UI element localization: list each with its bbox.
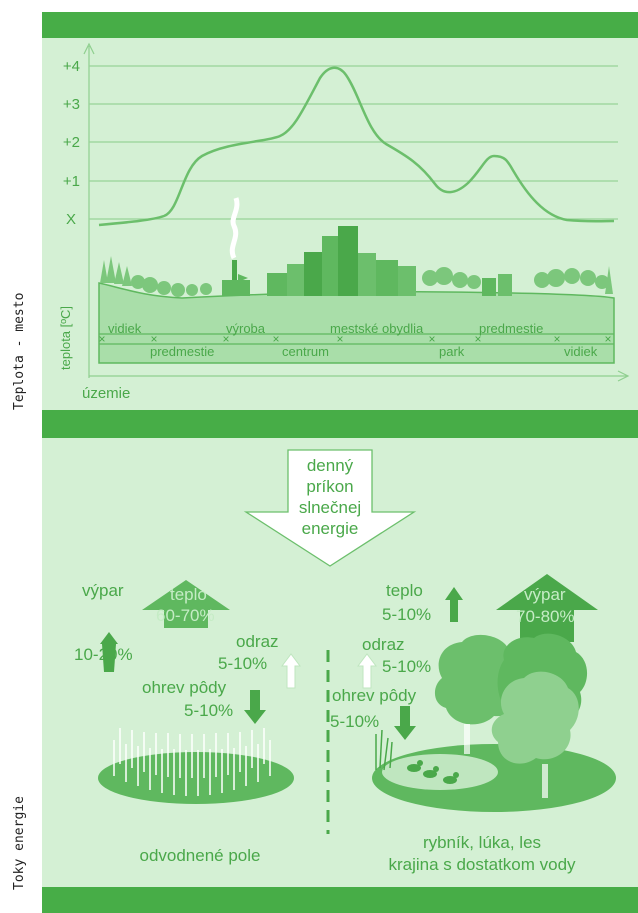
- field-vypar-value: 10-20%: [74, 645, 133, 664]
- landscape-caption-2: krajina s dostatkom vody: [388, 855, 576, 874]
- sun-text-1: denný: [307, 456, 354, 475]
- trees-right: [422, 266, 613, 294]
- zone-label-predmestie-left: predmestie: [150, 344, 214, 359]
- sun-text-2: príkon: [306, 477, 353, 496]
- landscape-heat-arrow: [445, 587, 463, 622]
- factory: [222, 197, 250, 296]
- zone-label-park: park: [439, 344, 465, 359]
- field-teplo-label: teplo: [170, 585, 207, 604]
- temperature-curve: [98, 66, 615, 227]
- field-soil-arrow: [244, 690, 266, 724]
- landscape-ohrev-value: 5-10%: [330, 712, 379, 731]
- x-marker: ×: [474, 332, 481, 346]
- field-evaporation-arrow-body: [102, 644, 116, 672]
- landscape-vypar-label: výpar: [524, 585, 566, 604]
- sun-text-3: slnečnej: [299, 498, 361, 517]
- landscape-vypar-value: 70-80%: [516, 607, 575, 626]
- gridlines: [89, 65, 618, 220]
- landscape-odraz-label: odraz: [362, 635, 405, 654]
- y-tick-2: +2: [63, 134, 80, 151]
- x-marker: ×: [336, 332, 343, 346]
- y-tick-4: +4: [63, 58, 80, 75]
- y-tick-x: X: [66, 211, 76, 228]
- zone-label-predmestie-right: predmestie: [479, 321, 543, 336]
- x-marker: ×: [428, 332, 435, 346]
- field-caption: odvodnené pole: [139, 846, 260, 865]
- x-marker: ×: [604, 332, 611, 346]
- solar-input-arrow: [243, 449, 417, 567]
- zone-label-vyroba: výroba: [226, 321, 266, 336]
- ducks: [407, 760, 459, 784]
- zone-label-vidiek: vidiek: [108, 321, 142, 336]
- landscape-ohrev-label: ohrev pôdy: [332, 686, 417, 705]
- field-evaporation-arrow: [100, 632, 118, 653]
- zone-label-centrum: centrum: [282, 344, 329, 359]
- landscape-evaporation-arrow: [496, 574, 598, 642]
- forest-trees: [434, 633, 588, 798]
- landscape-teplo-value: 5-10%: [382, 605, 431, 624]
- field-ground: [98, 752, 294, 804]
- field-ohrev-label: ohrev pôdy: [142, 678, 227, 697]
- zone-label-mestske-obydlia: mestské obydlia: [330, 321, 424, 336]
- axes: [83, 42, 630, 382]
- x-marker: ×: [272, 332, 279, 346]
- x-marker: ×: [222, 332, 229, 346]
- city-buildings: [267, 226, 512, 296]
- field-odraz-value: 5-10%: [218, 654, 267, 673]
- y-tick-1: +1: [63, 173, 80, 190]
- sun-text-4: energie: [302, 519, 359, 538]
- crops: [113, 728, 271, 796]
- zone-markers: [99, 333, 614, 345]
- field-ohrev-value: 5-10%: [184, 701, 233, 720]
- x-marker: ×: [553, 332, 560, 346]
- y-tick-3: +3: [63, 96, 80, 113]
- landscape-teplo-label: teplo: [386, 581, 423, 600]
- field-odraz-label: odraz: [236, 632, 279, 651]
- field-heat-arrow: [142, 580, 230, 628]
- top-band: [42, 12, 638, 38]
- x-axis-label: územie: [82, 385, 130, 402]
- bottom-band: [42, 887, 638, 913]
- heat-island-chart: +4 +3 +2 +1 X: [58, 42, 630, 402]
- landscape-caption-1: rybník, lúka, les: [423, 833, 541, 852]
- trees-left: [100, 256, 212, 297]
- landscape-soil-arrow: [394, 706, 416, 740]
- pond: [382, 754, 498, 790]
- x-marker: ×: [98, 332, 105, 346]
- x-marker: ×: [150, 332, 157, 346]
- landscape-odraz-value: 5-10%: [382, 657, 431, 676]
- side-label-energy-flows: Toky energie: [12, 796, 27, 890]
- y-axis-label: teplota [ºC]: [58, 306, 73, 370]
- field-vypar-label: výpar: [82, 581, 124, 600]
- field-teplo-value: 60-70%: [156, 606, 215, 625]
- side-label-temperature: Teplota - mesto: [12, 292, 27, 410]
- landscape-reflection-arrow: [357, 653, 377, 689]
- energy-flows-diagram: denný príkon slnečnej energie výpar 10-2…: [74, 449, 616, 874]
- field-reflection-arrow: [281, 653, 301, 689]
- reeds: [375, 729, 393, 771]
- zone-label-vidiek-right: vidiek: [564, 344, 598, 359]
- middle-band: [42, 410, 638, 438]
